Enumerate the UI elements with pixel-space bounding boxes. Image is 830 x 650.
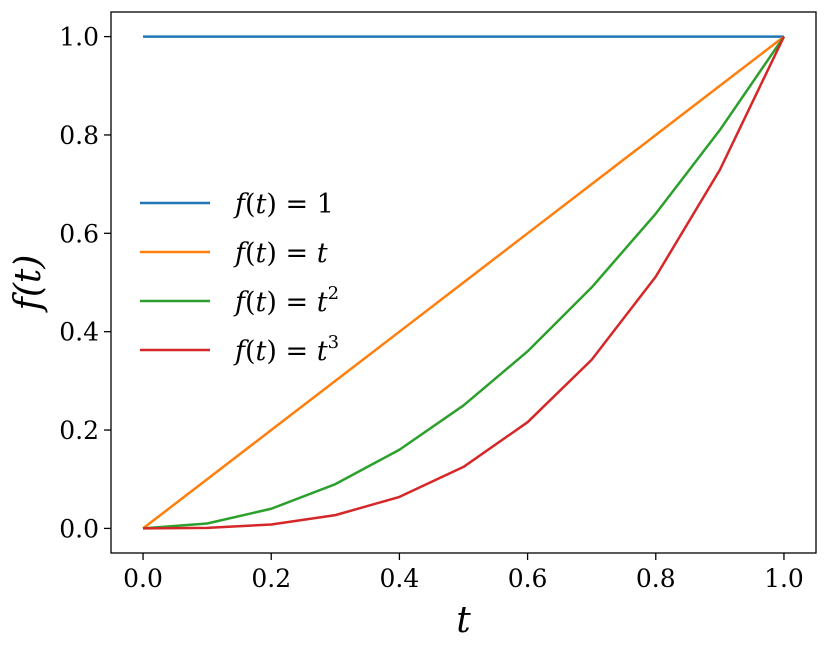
legend-entry-2: f(t) = t2 — [140, 283, 339, 318]
plot-area-frame — [110, 11, 817, 554]
y-axis-label: f(t) — [8, 255, 49, 314]
x-axis-label: t — [456, 600, 471, 641]
y-tick-label: 0.6 — [59, 219, 99, 248]
y-tick-label: 0.4 — [59, 318, 99, 347]
y-tick-label: 0.0 — [59, 514, 99, 543]
legend-label: f(t) = 1 — [233, 189, 334, 220]
legend-entry-3: f(t) = t3 — [140, 332, 339, 367]
x-tick-label: 0.8 — [636, 564, 676, 593]
legend-entry-0: f(t) = 1 — [140, 189, 334, 220]
y-tick-label: 0.2 — [59, 416, 99, 445]
x-tick-label: 0.0 — [123, 564, 163, 593]
series-line-1 — [142, 35, 785, 530]
y-tick-label: 0.8 — [59, 121, 99, 150]
legend: f(t) = 1 f(t) = t f(t) = t2 f(t) = t3 — [140, 189, 339, 367]
series-line-2 — [142, 35, 785, 530]
ticks-layer: 0.0 0.2 0.4 0.6 0.8 1.0 0.0 0.2 0.4 0.6 0.8 1.0 — [59, 23, 804, 593]
series-layer — [142, 35, 786, 530]
series-line-3 — [143, 36, 786, 530]
legend-label: f(t) = t2 — [233, 283, 339, 318]
y-tick-label: 1.0 — [59, 23, 99, 52]
legend-entry-1: f(t) = t — [140, 238, 328, 269]
legend-label: f(t) = t — [233, 238, 328, 269]
legend-label: f(t) = t3 — [233, 332, 339, 367]
x-tick-label: 1.0 — [764, 564, 804, 593]
x-tick-label: 0.2 — [251, 564, 291, 593]
x-tick-label: 0.4 — [380, 564, 420, 593]
x-tick-label: 0.6 — [508, 564, 548, 593]
